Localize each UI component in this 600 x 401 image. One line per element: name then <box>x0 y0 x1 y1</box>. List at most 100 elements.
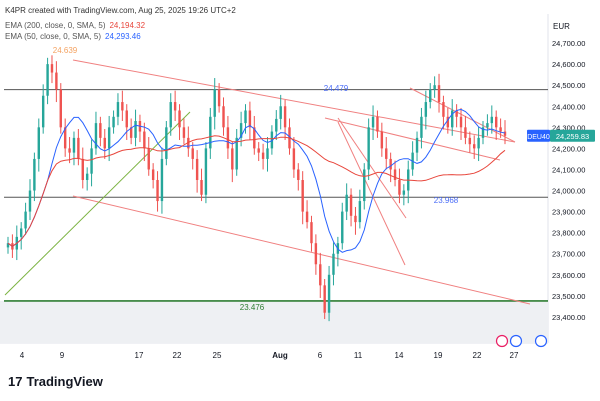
candle[interactable] <box>354 206 357 235</box>
candle[interactable] <box>28 179 32 221</box>
candle[interactable] <box>327 265 331 322</box>
candle[interactable] <box>314 234 318 275</box>
candle[interactable] <box>292 137 296 178</box>
candle[interactable] <box>147 137 150 176</box>
candle[interactable] <box>275 110 278 140</box>
event-icon[interactable] <box>495 334 509 348</box>
candle[interactable] <box>116 93 120 126</box>
candle[interactable] <box>486 114 489 136</box>
candle[interactable] <box>433 76 436 98</box>
candle[interactable] <box>341 202 344 250</box>
candle[interactable] <box>248 101 252 140</box>
candle[interactable] <box>253 115 256 155</box>
candle[interactable] <box>455 104 458 128</box>
tradingview-footer[interactable]: 17 TradingView <box>8 374 103 389</box>
trendline[interactable] <box>337 121 406 266</box>
candle[interactable] <box>349 188 353 227</box>
legend-ema200[interactable]: EMA (200, close, 0, SMA, 5) 24,194.32 <box>5 21 145 30</box>
candle[interactable] <box>160 147 164 214</box>
candle[interactable] <box>393 160 397 187</box>
candle[interactable] <box>319 252 322 298</box>
candle[interactable] <box>473 135 476 159</box>
candle[interactable] <box>270 125 274 155</box>
candle[interactable] <box>385 137 388 170</box>
trendline[interactable] <box>72 59 516 143</box>
candle[interactable] <box>94 111 98 155</box>
candle[interactable] <box>257 142 260 162</box>
candle[interactable] <box>305 200 309 229</box>
candle[interactable] <box>231 142 234 183</box>
candle[interactable] <box>33 152 36 202</box>
candle[interactable] <box>398 168 401 204</box>
candle[interactable] <box>187 126 190 157</box>
candle[interactable] <box>165 121 168 166</box>
event-icon[interactable] <box>534 334 548 348</box>
candle[interactable] <box>41 84 45 134</box>
candle[interactable] <box>323 279 326 320</box>
candle[interactable] <box>178 104 181 140</box>
candle[interactable] <box>261 143 265 170</box>
candle[interactable] <box>134 109 137 147</box>
candle[interactable] <box>59 83 62 134</box>
candle[interactable] <box>310 215 313 252</box>
candle[interactable] <box>103 129 106 159</box>
trendline[interactable] <box>324 117 501 161</box>
candle[interactable] <box>99 116 102 147</box>
candle[interactable] <box>451 99 454 136</box>
candle[interactable] <box>90 139 93 187</box>
candle[interactable] <box>107 115 111 162</box>
ema50-line[interactable] <box>7 108 506 253</box>
candle[interactable] <box>182 118 186 145</box>
candle[interactable] <box>129 118 133 145</box>
candle[interactable] <box>297 163 300 191</box>
candle[interactable] <box>437 73 441 113</box>
candle[interactable] <box>503 120 507 145</box>
candle[interactable] <box>85 167 89 191</box>
candle[interactable] <box>235 129 238 176</box>
candle[interactable] <box>121 90 124 122</box>
candle[interactable] <box>389 152 392 183</box>
candle[interactable] <box>424 90 428 130</box>
candle[interactable] <box>143 122 146 162</box>
candle[interactable] <box>151 163 155 189</box>
candle[interactable] <box>380 122 384 157</box>
symbol-tag-bg[interactable] <box>527 129 550 142</box>
candle[interactable] <box>358 189 362 229</box>
legend-ema50[interactable]: EMA (50, close, 0, SMA, 5) 24,293.46 <box>5 32 141 41</box>
candle[interactable] <box>367 118 370 180</box>
candle[interactable] <box>239 111 243 147</box>
candle[interactable] <box>125 104 128 140</box>
candle[interactable] <box>195 150 199 193</box>
candle[interactable] <box>6 236 10 254</box>
candle[interactable] <box>499 118 502 138</box>
event-icon[interactable] <box>509 334 523 348</box>
candle[interactable] <box>464 115 467 145</box>
candle[interactable] <box>442 95 445 130</box>
candle[interactable] <box>81 147 84 189</box>
candle[interactable] <box>63 118 67 157</box>
candle[interactable] <box>217 83 221 113</box>
candle[interactable] <box>55 61 58 103</box>
trendline[interactable] <box>4 111 191 296</box>
candle[interactable] <box>222 97 225 136</box>
candle[interactable] <box>169 93 172 136</box>
candle[interactable] <box>46 57 49 105</box>
candle[interactable] <box>477 126 480 162</box>
trendline[interactable] <box>72 195 531 305</box>
candle[interactable] <box>415 131 419 162</box>
candle[interactable] <box>209 107 212 159</box>
candle[interactable] <box>77 129 80 166</box>
ema200-line[interactable] <box>7 135 506 248</box>
last-price-bg[interactable] <box>550 129 595 142</box>
candle[interactable] <box>332 242 335 286</box>
candle[interactable] <box>19 222 23 250</box>
candle[interactable] <box>156 171 159 212</box>
candle[interactable] <box>204 142 208 204</box>
trendline[interactable] <box>409 87 516 143</box>
candle[interactable] <box>376 110 379 138</box>
candle[interactable] <box>371 105 375 140</box>
candle[interactable] <box>112 110 115 134</box>
candle[interactable] <box>68 137 71 164</box>
candle[interactable] <box>213 78 216 130</box>
